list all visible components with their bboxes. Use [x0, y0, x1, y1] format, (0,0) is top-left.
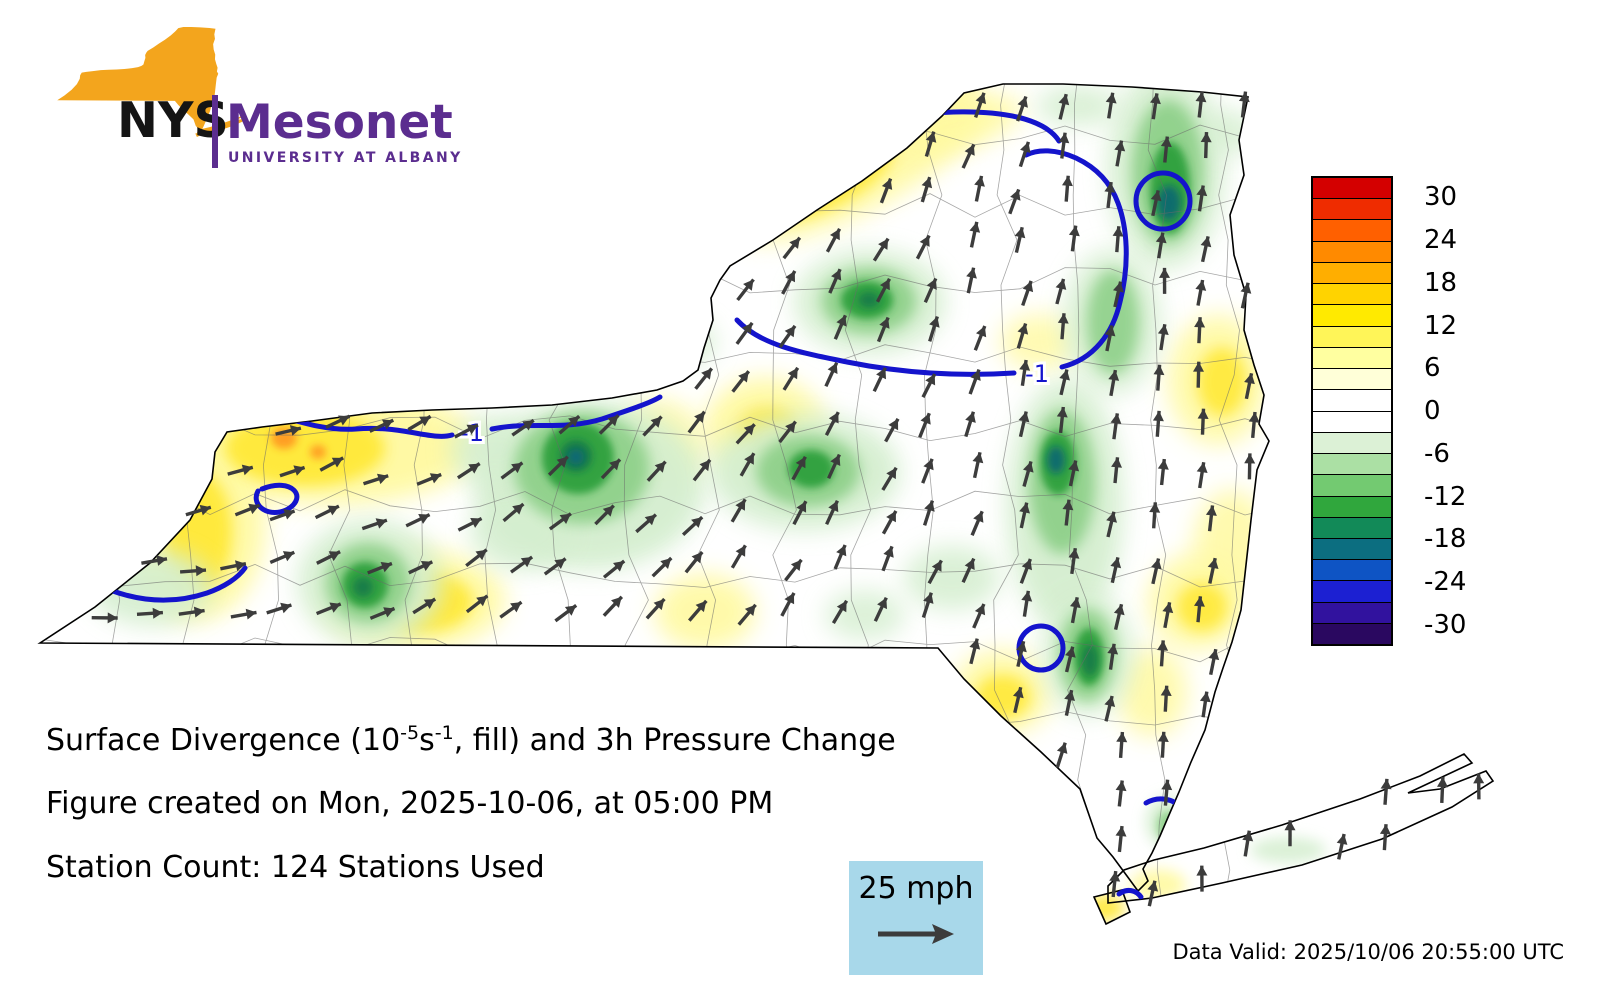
logo-acronym: NYS: [117, 92, 229, 149]
colorbar-segment: [1313, 410, 1391, 432]
colorbar-segment: [1313, 346, 1391, 369]
colorbar-segment: [1313, 325, 1391, 347]
logo-name: Mesonet: [226, 95, 453, 150]
data-valid-timestamp: Data Valid: 2025/10/06 20:55:00 UTC: [1172, 940, 1564, 964]
colorbar-segment: [1313, 559, 1391, 581]
title-prefix: Surface Divergence (10: [46, 723, 401, 758]
wind-speed-label: 25 mph: [858, 871, 974, 906]
wind-reference-arrow-icon: [878, 924, 954, 944]
colorbar-segment: [1313, 219, 1391, 241]
colorbar-tick-label: 24: [1424, 225, 1458, 256]
wind-speed-legend: 25 mph: [849, 861, 983, 975]
colorbar-tick-label: -6: [1424, 438, 1450, 469]
colorbar-tick-label: -24: [1424, 566, 1467, 597]
colorbar-tick-label: -12: [1424, 481, 1467, 512]
title-exponent-2: -1: [434, 722, 454, 744]
colorbar-tick-label: 30: [1424, 182, 1458, 213]
colorbar-segment: [1313, 537, 1391, 560]
colorbar-segment: [1313, 431, 1391, 454]
colorbar-segment: [1313, 580, 1391, 602]
colorbar-segment: [1313, 474, 1391, 496]
colorbar-segment: [1313, 368, 1391, 390]
colorbar-segment: [1313, 198, 1391, 220]
colorbar-segment: [1313, 240, 1391, 262]
colorbar-tick-labels: 30 24 18 12 6 0 -6 -12 -18 -24 -30: [1424, 176, 1534, 646]
colorbar-tick-label: 18: [1424, 267, 1458, 298]
colorbar-segment: [1313, 389, 1391, 411]
station-count-text: Station Count: 124 Stations Used: [46, 850, 545, 885]
colorbar-segment: [1313, 261, 1391, 284]
logo-divider: [212, 95, 218, 168]
nys-mesonet-logo: NYS Mesonet UNIVERSITY AT ALBANY: [0, 0, 460, 190]
wind-arrows-layer: [91, 91, 1485, 907]
title-suffix: , fill) and 3h Pressure Change: [453, 723, 896, 758]
colorbar-tick-label: -18: [1424, 524, 1467, 555]
colorbar-segment: [1313, 453, 1391, 475]
colorbar-tick-label: 0: [1424, 396, 1441, 426]
colorbar-segment: [1313, 516, 1391, 538]
state-outline: [37, 83, 1270, 893]
figure-title: Surface Divergence (10-5s-1, fill) and 3…: [46, 722, 896, 758]
title-exponent-1: -5: [400, 722, 420, 744]
colorbar-tick-label: 6: [1424, 353, 1441, 384]
colorbar-segment: [1313, 283, 1391, 305]
colorbar-tick-label: -30: [1424, 609, 1467, 640]
logo-affiliation: UNIVERSITY AT ALBANY: [228, 150, 463, 166]
colorbar-tick-label: 12: [1424, 310, 1458, 341]
title-mid: s: [419, 723, 435, 758]
colorbar-segment: [1313, 601, 1391, 623]
figure-created-text: Figure created on Mon, 2025-10-06, at 05…: [46, 786, 774, 821]
colorbar-segment: [1313, 304, 1391, 326]
ny-state-logo-shape: [57, 27, 248, 138]
state-outline: [1107, 753, 1495, 904]
colorbar-segment: [1313, 495, 1391, 517]
colorbar-segment: [1313, 178, 1391, 199]
contour-label: -1: [1025, 360, 1049, 388]
colorbar-segment: [1313, 622, 1391, 645]
divergence-colorbar: [1311, 176, 1393, 646]
